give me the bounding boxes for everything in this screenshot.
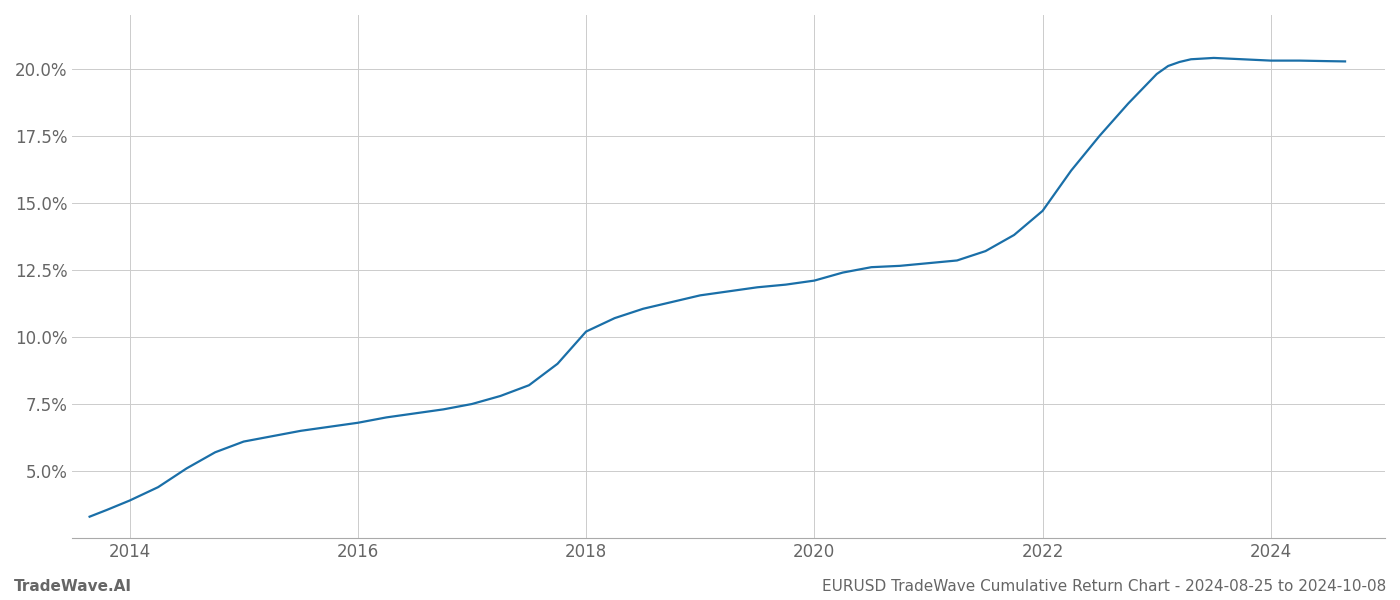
Text: EURUSD TradeWave Cumulative Return Chart - 2024-08-25 to 2024-10-08: EURUSD TradeWave Cumulative Return Chart… [822, 579, 1386, 594]
Text: TradeWave.AI: TradeWave.AI [14, 579, 132, 594]
